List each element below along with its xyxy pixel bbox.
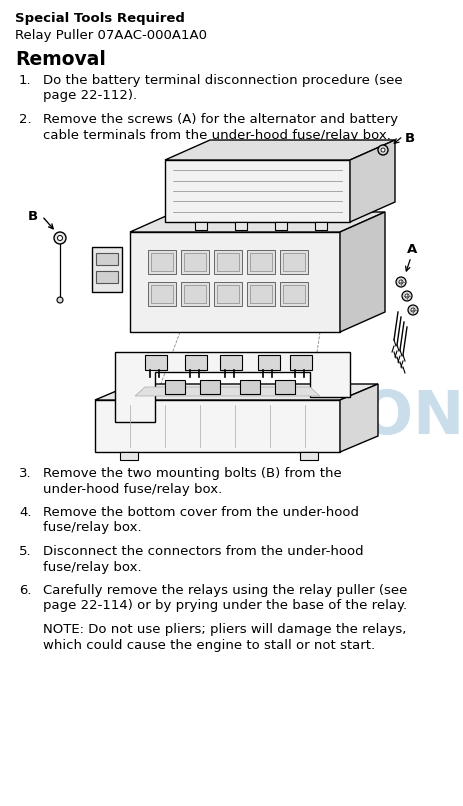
Circle shape [407,305,417,315]
Polygon shape [279,250,307,274]
Polygon shape [250,285,271,303]
Polygon shape [96,253,118,265]
Text: Disconnect the connectors from the under-hood: Disconnect the connectors from the under… [43,545,363,558]
Polygon shape [246,250,275,274]
Circle shape [410,308,414,312]
Polygon shape [130,232,339,332]
Polygon shape [349,140,394,222]
Polygon shape [339,212,384,332]
Text: page 22-114) or by prying under the base of the relay.: page 22-114) or by prying under the base… [43,600,406,613]
Text: page 22-112).: page 22-112). [43,89,137,102]
Text: Do the battery terminal disconnection procedure (see: Do the battery terminal disconnection pr… [43,74,402,87]
Circle shape [57,297,63,303]
Polygon shape [257,355,279,370]
Text: Remove the bottom cover from the under-hood: Remove the bottom cover from the under-h… [43,506,358,519]
Circle shape [401,291,411,301]
Polygon shape [184,253,206,271]
Text: Remove the two mounting bolts (B) from the: Remove the two mounting bolts (B) from t… [43,467,341,480]
Polygon shape [115,352,349,422]
Polygon shape [239,380,259,394]
Text: Carefully remove the relays using the relay puller (see: Carefully remove the relays using the re… [43,584,407,597]
Circle shape [377,145,387,155]
Text: Removal: Removal [15,50,106,69]
Polygon shape [184,285,206,303]
Polygon shape [279,282,307,306]
Text: 2.: 2. [19,113,31,126]
Polygon shape [95,400,339,452]
Polygon shape [282,253,304,271]
Text: B: B [28,210,38,223]
Polygon shape [130,212,384,232]
Text: 4.: 4. [19,506,31,519]
Text: cable terminals from the under-hood fuse/relay box.: cable terminals from the under-hood fuse… [43,128,390,142]
Text: 6.: 6. [19,584,31,597]
Polygon shape [219,355,242,370]
Text: fuse/relay box.: fuse/relay box. [43,521,141,534]
Polygon shape [213,282,242,306]
Polygon shape [194,222,206,230]
Text: NOTE: Do not use pliers; pliers will damage the relays,: NOTE: Do not use pliers; pliers will dam… [43,623,406,636]
Polygon shape [275,222,287,230]
Circle shape [57,235,63,240]
Polygon shape [95,384,377,400]
Polygon shape [148,250,175,274]
Polygon shape [120,452,138,460]
Polygon shape [217,253,238,271]
Polygon shape [96,271,118,283]
Polygon shape [300,452,317,460]
Polygon shape [200,380,219,394]
Polygon shape [275,380,294,394]
Polygon shape [150,253,173,271]
Polygon shape [135,387,319,396]
Circle shape [404,294,408,298]
Text: which could cause the engine to stall or not start.: which could cause the engine to stall or… [43,638,374,651]
Text: 1.: 1. [19,74,31,87]
Text: B: B [404,132,414,145]
Polygon shape [289,355,311,370]
Polygon shape [213,250,242,274]
Polygon shape [217,285,238,303]
Text: HON: HON [309,388,463,447]
Polygon shape [92,247,122,292]
Text: A: A [406,243,416,256]
Text: Relay Puller 07AAC-000A1A0: Relay Puller 07AAC-000A1A0 [15,28,206,41]
Circle shape [395,277,405,287]
Text: Remove the screws (A) for the alternator and battery: Remove the screws (A) for the alternator… [43,113,397,126]
Text: fuse/relay box.: fuse/relay box. [43,560,141,574]
Polygon shape [181,250,208,274]
Polygon shape [165,140,394,160]
Polygon shape [150,285,173,303]
Text: 3.: 3. [19,467,31,480]
Polygon shape [185,355,206,370]
Circle shape [54,232,66,244]
Polygon shape [148,282,175,306]
Polygon shape [282,285,304,303]
Circle shape [380,148,384,152]
Polygon shape [246,282,275,306]
Polygon shape [314,222,326,230]
Polygon shape [144,355,167,370]
Polygon shape [339,384,377,452]
Polygon shape [181,282,208,306]
Text: Special Tools Required: Special Tools Required [15,12,184,25]
Polygon shape [165,160,349,222]
Circle shape [398,280,402,284]
Polygon shape [234,222,246,230]
Text: under-hood fuse/relay box.: under-hood fuse/relay box. [43,483,222,496]
Text: 5.: 5. [19,545,31,558]
Polygon shape [250,253,271,271]
Polygon shape [165,380,185,394]
